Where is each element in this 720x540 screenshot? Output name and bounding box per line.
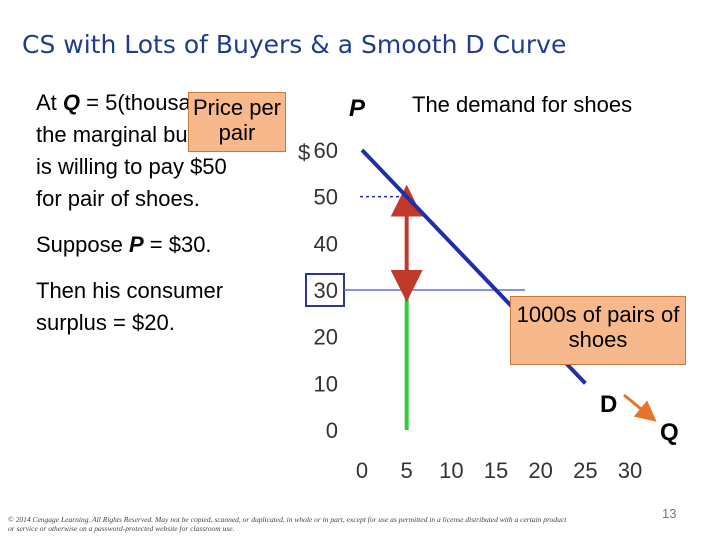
- y-axis-callout: Price per pair: [188, 92, 286, 152]
- p-variable: P: [128, 232, 144, 257]
- x-tick-label: 15: [484, 458, 508, 483]
- chart-title: The demand for shoes: [412, 92, 633, 117]
- y-tick-label: 40: [314, 231, 338, 256]
- demand-curve-label: D: [600, 391, 617, 418]
- x-tick-label: 25: [573, 458, 597, 483]
- x-tick-label: 5: [401, 458, 413, 483]
- surplus-text-line2: surplus = $20.: [36, 310, 175, 335]
- y-tick-label: 60: [314, 138, 338, 163]
- suppose-price-text: Suppose P = $30.: [36, 232, 212, 257]
- y-tick-label: 50: [314, 185, 338, 210]
- x-tick-label: 20: [528, 458, 552, 483]
- x-axis-variable: Q: [660, 419, 679, 446]
- x-tick-label: 30: [618, 458, 642, 483]
- marginal-buyer-text-line2: the marginal buyer: [36, 122, 219, 147]
- y-tick-label: 10: [314, 371, 338, 396]
- copyright-footer: © 2014 Cengage Learning. All Rights Rese…: [8, 515, 567, 534]
- y-axis-variable: P: [349, 95, 366, 122]
- y-tick-label: 30: [314, 278, 338, 303]
- x-axis-callout: 1000s of pairs of shoes: [510, 296, 686, 365]
- x-tick-label: 10: [439, 458, 463, 483]
- marginal-buyer-text-line3: is willing to pay $50: [36, 154, 227, 179]
- marginal-buyer-text-line4: for pair of shoes.: [36, 186, 200, 211]
- y-axis-currency: $: [298, 140, 310, 165]
- y-tick-label: 20: [314, 325, 338, 350]
- q-variable: Q: [62, 90, 81, 115]
- slide-title: CS with Lots of Buyers & a Smooth D Curv…: [22, 30, 567, 59]
- x-tick-label: 0: [356, 458, 368, 483]
- x-axis-callout-arrow: [623, 393, 657, 422]
- y-tick-label: 0: [326, 418, 338, 443]
- surplus-text-line1: Then his consumer: [36, 278, 224, 303]
- page-number: 13: [662, 506, 677, 521]
